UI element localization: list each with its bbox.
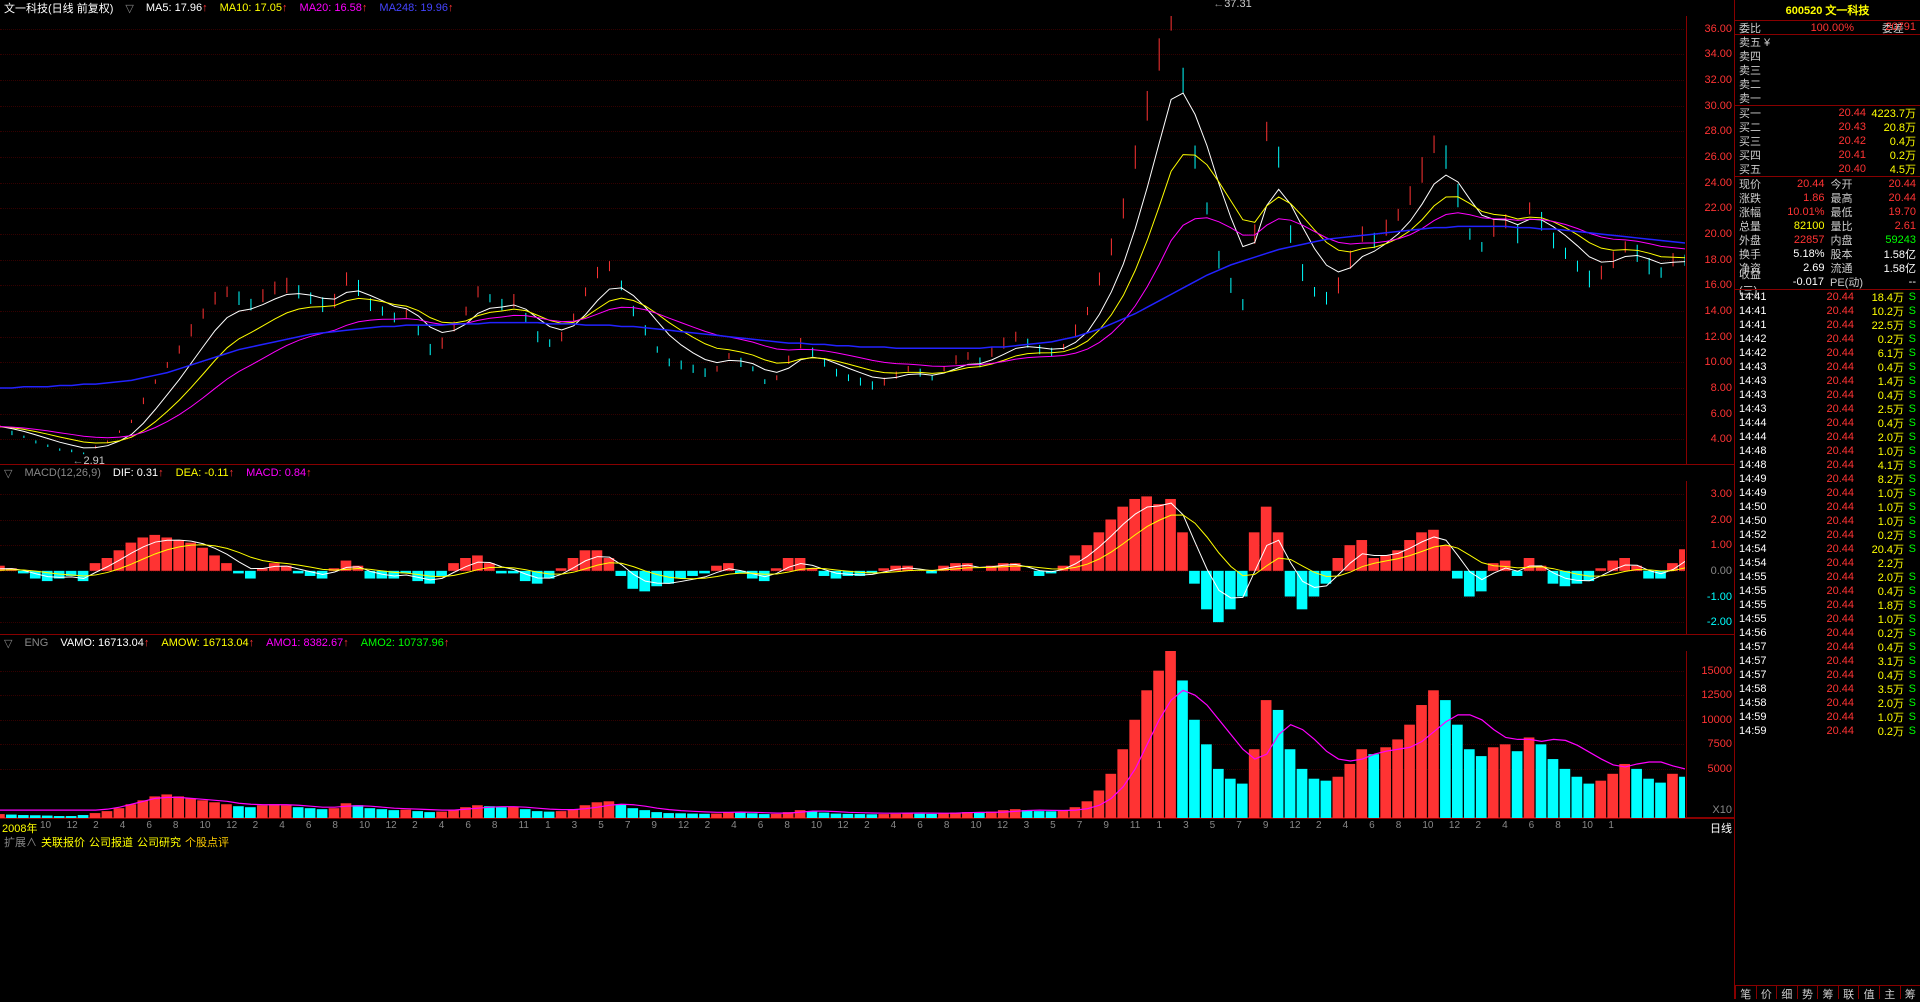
tick-row: 14:5220.440.2万S xyxy=(1735,528,1920,542)
tick-row: 14:5920.440.2万S xyxy=(1735,724,1920,738)
quote-row: 总量82100量比2.61 xyxy=(1735,219,1920,233)
bottom-tab[interactable]: 公司研究 xyxy=(137,834,181,850)
tick-row: 14:4420.440.4万S xyxy=(1735,416,1920,430)
tick-row: 14:5520.442.0万S xyxy=(1735,570,1920,584)
quote-row: 涨跌1.86最高20.44 xyxy=(1735,191,1920,205)
main-chart-panel[interactable]: 文一科技(日线 前复权) ▽ MA5: 17.96↑ MA10: 17.05↑ … xyxy=(0,0,1734,465)
bottom-tab[interactable]: 扩展∧ xyxy=(4,834,37,850)
macd-y-axis: -2.00-1.000.001.002.003.00 xyxy=(1686,481,1734,634)
tick-row: 14:4120.4410.2万S xyxy=(1735,304,1920,318)
tick-row: 14:4320.440.4万S xyxy=(1735,388,1920,402)
side-footer-tab[interactable]: 势 xyxy=(1797,986,1818,999)
tick-row: 14:5720.443.1万S xyxy=(1735,654,1920,668)
sell-row: 卖二 xyxy=(1735,77,1920,91)
tick-row: 14:5420.4420.4万S xyxy=(1735,542,1920,556)
macd-header: ▽ MACD(12,26,9) DIF: 0.31↑ DEA: -0.11↑ M… xyxy=(0,465,1734,481)
side-footer-tab[interactable]: 值 xyxy=(1858,986,1879,999)
main-chart-body[interactable]: ←37.31←2.91 xyxy=(0,16,1684,464)
tick-row: 14:5720.440.4万S xyxy=(1735,668,1920,682)
ma-toggle-icon[interactable]: ▽ xyxy=(125,2,133,15)
tick-row: 14:4120.4422.5万S xyxy=(1735,318,1920,332)
bottom-tabs: 扩展∧关联报价公司报道公司研究个股点评 xyxy=(0,834,1734,850)
tick-row: 14:5520.441.8万S xyxy=(1735,598,1920,612)
tick-row: 14:4820.441.0万S xyxy=(1735,444,1920,458)
tick-row: 14:4920.441.0万S xyxy=(1735,486,1920,500)
buy-row: 买一20.444223.7万 xyxy=(1735,106,1920,120)
macd-toggle-icon[interactable]: ▽ xyxy=(4,467,12,480)
quote-row: 涨幅10.01%最低19.70 xyxy=(1735,205,1920,219)
volume-chart-body[interactable] xyxy=(0,651,1684,817)
tick-row: 14:4920.448.2万S xyxy=(1735,472,1920,486)
bottom-tab[interactable]: 关联报价 xyxy=(41,834,85,850)
tick-row: 14:5920.441.0万S xyxy=(1735,710,1920,724)
tick-row: 14:4320.440.4万S xyxy=(1735,360,1920,374)
bottom-tab[interactable]: 个股点评 xyxy=(185,834,229,850)
chart-title: 文一科技(日线 前复权) xyxy=(4,0,113,16)
side-footer-tab[interactable]: 笔 xyxy=(1735,986,1756,999)
tick-row: 14:4320.441.4万S xyxy=(1735,374,1920,388)
bottom-tab[interactable]: 公司报道 xyxy=(89,834,133,850)
sell-row: 卖五 ¥ xyxy=(1735,35,1920,49)
quote-row: 现价20.44今开20.44 xyxy=(1735,177,1920,191)
tick-row: 14:5820.442.0万S xyxy=(1735,696,1920,710)
tick-row: 14:5520.441.0万S xyxy=(1735,612,1920,626)
side-footer-tab[interactable]: 联 xyxy=(1838,986,1859,999)
tick-row: 14:4820.444.1万S xyxy=(1735,458,1920,472)
sell-row: 卖一 xyxy=(1735,91,1920,105)
tick-row: 14:5020.441.0万S xyxy=(1735,500,1920,514)
buy-row: 买三20.420.4万 xyxy=(1735,134,1920,148)
quote-row: 外盘22857内盘59243 xyxy=(1735,233,1920,247)
main-chart-header: 文一科技(日线 前复权) ▽ MA5: 17.96↑ MA10: 17.05↑ … xyxy=(0,0,1734,16)
tick-row: 14:4320.442.5万S xyxy=(1735,402,1920,416)
vol-toggle-icon[interactable]: ▽ xyxy=(4,637,12,650)
tick-row: 14:5620.440.2万S xyxy=(1735,626,1920,640)
quote-row: 收益(三)-0.017PE(动)-- xyxy=(1735,275,1920,289)
sell-row: 卖三 xyxy=(1735,63,1920,77)
tick-row: 14:5720.440.4万S xyxy=(1735,640,1920,654)
tick-row: 14:4120.4418.4万S xyxy=(1735,290,1920,304)
macd-chart-body[interactable] xyxy=(0,481,1684,634)
tick-row: 14:4220.440.2万S xyxy=(1735,332,1920,346)
tick-list[interactable]: 14:4120.4418.4万S14:4120.4410.2万S14:4120.… xyxy=(1735,289,1920,985)
side-footer-tab[interactable]: 筹 xyxy=(1900,986,1920,999)
tick-row: 14:5020.441.0万S xyxy=(1735,514,1920,528)
side-footer-tab[interactable]: 细 xyxy=(1776,986,1797,999)
tick-row: 14:5420.442.2万 xyxy=(1735,556,1920,570)
side-footer-tab[interactable]: 筹 xyxy=(1817,986,1838,999)
volume-y-axis: 50007500100001250015000X10 xyxy=(1686,651,1734,817)
side-footer-tab[interactable]: 主 xyxy=(1879,986,1900,999)
tick-row: 14:4220.446.1万S xyxy=(1735,346,1920,360)
chart-area: 文一科技(日线 前复权) ▽ MA5: 17.96↑ MA10: 17.05↑ … xyxy=(0,0,1735,999)
tick-row: 14:5820.443.5万S xyxy=(1735,682,1920,696)
side-footer-tab[interactable]: 价 xyxy=(1756,986,1777,999)
main-y-axis: 4.006.008.0010.0012.0014.0016.0018.0020.… xyxy=(1686,16,1734,464)
quote-row: 换手5.18%股本1.58亿 xyxy=(1735,247,1920,261)
tick-row: 14:4420.442.0万S xyxy=(1735,430,1920,444)
buy-row: 买五20.404.5万 xyxy=(1735,162,1920,176)
macd-panel[interactable]: ▽ MACD(12,26,9) DIF: 0.31↑ DEA: -0.11↑ M… xyxy=(0,465,1734,635)
side-panel: 600520 文一科技 委比 100.00% 委差 20791 卖五 ¥卖四卖三… xyxy=(1735,0,1920,999)
buy-row: 买四20.410.2万 xyxy=(1735,148,1920,162)
volume-header: ▽ ENG VAMO: 16713.04↑ AMOW: 16713.04↑ AM… xyxy=(0,635,1734,651)
side-footer: 笔价细势筹联值主筹 xyxy=(1735,985,1920,999)
volume-panel[interactable]: ▽ ENG VAMO: 16713.04↑ AMOW: 16713.04↑ AM… xyxy=(0,635,1734,818)
tick-row: 14:5520.440.4万S xyxy=(1735,584,1920,598)
timeline-axis: 2008年10122468101224681012246811135791224… xyxy=(0,818,1734,834)
stock-header: 600520 文一科技 xyxy=(1735,0,1920,20)
sell-row: 卖四 xyxy=(1735,49,1920,63)
buy-row: 买二20.4320.8万 xyxy=(1735,120,1920,134)
